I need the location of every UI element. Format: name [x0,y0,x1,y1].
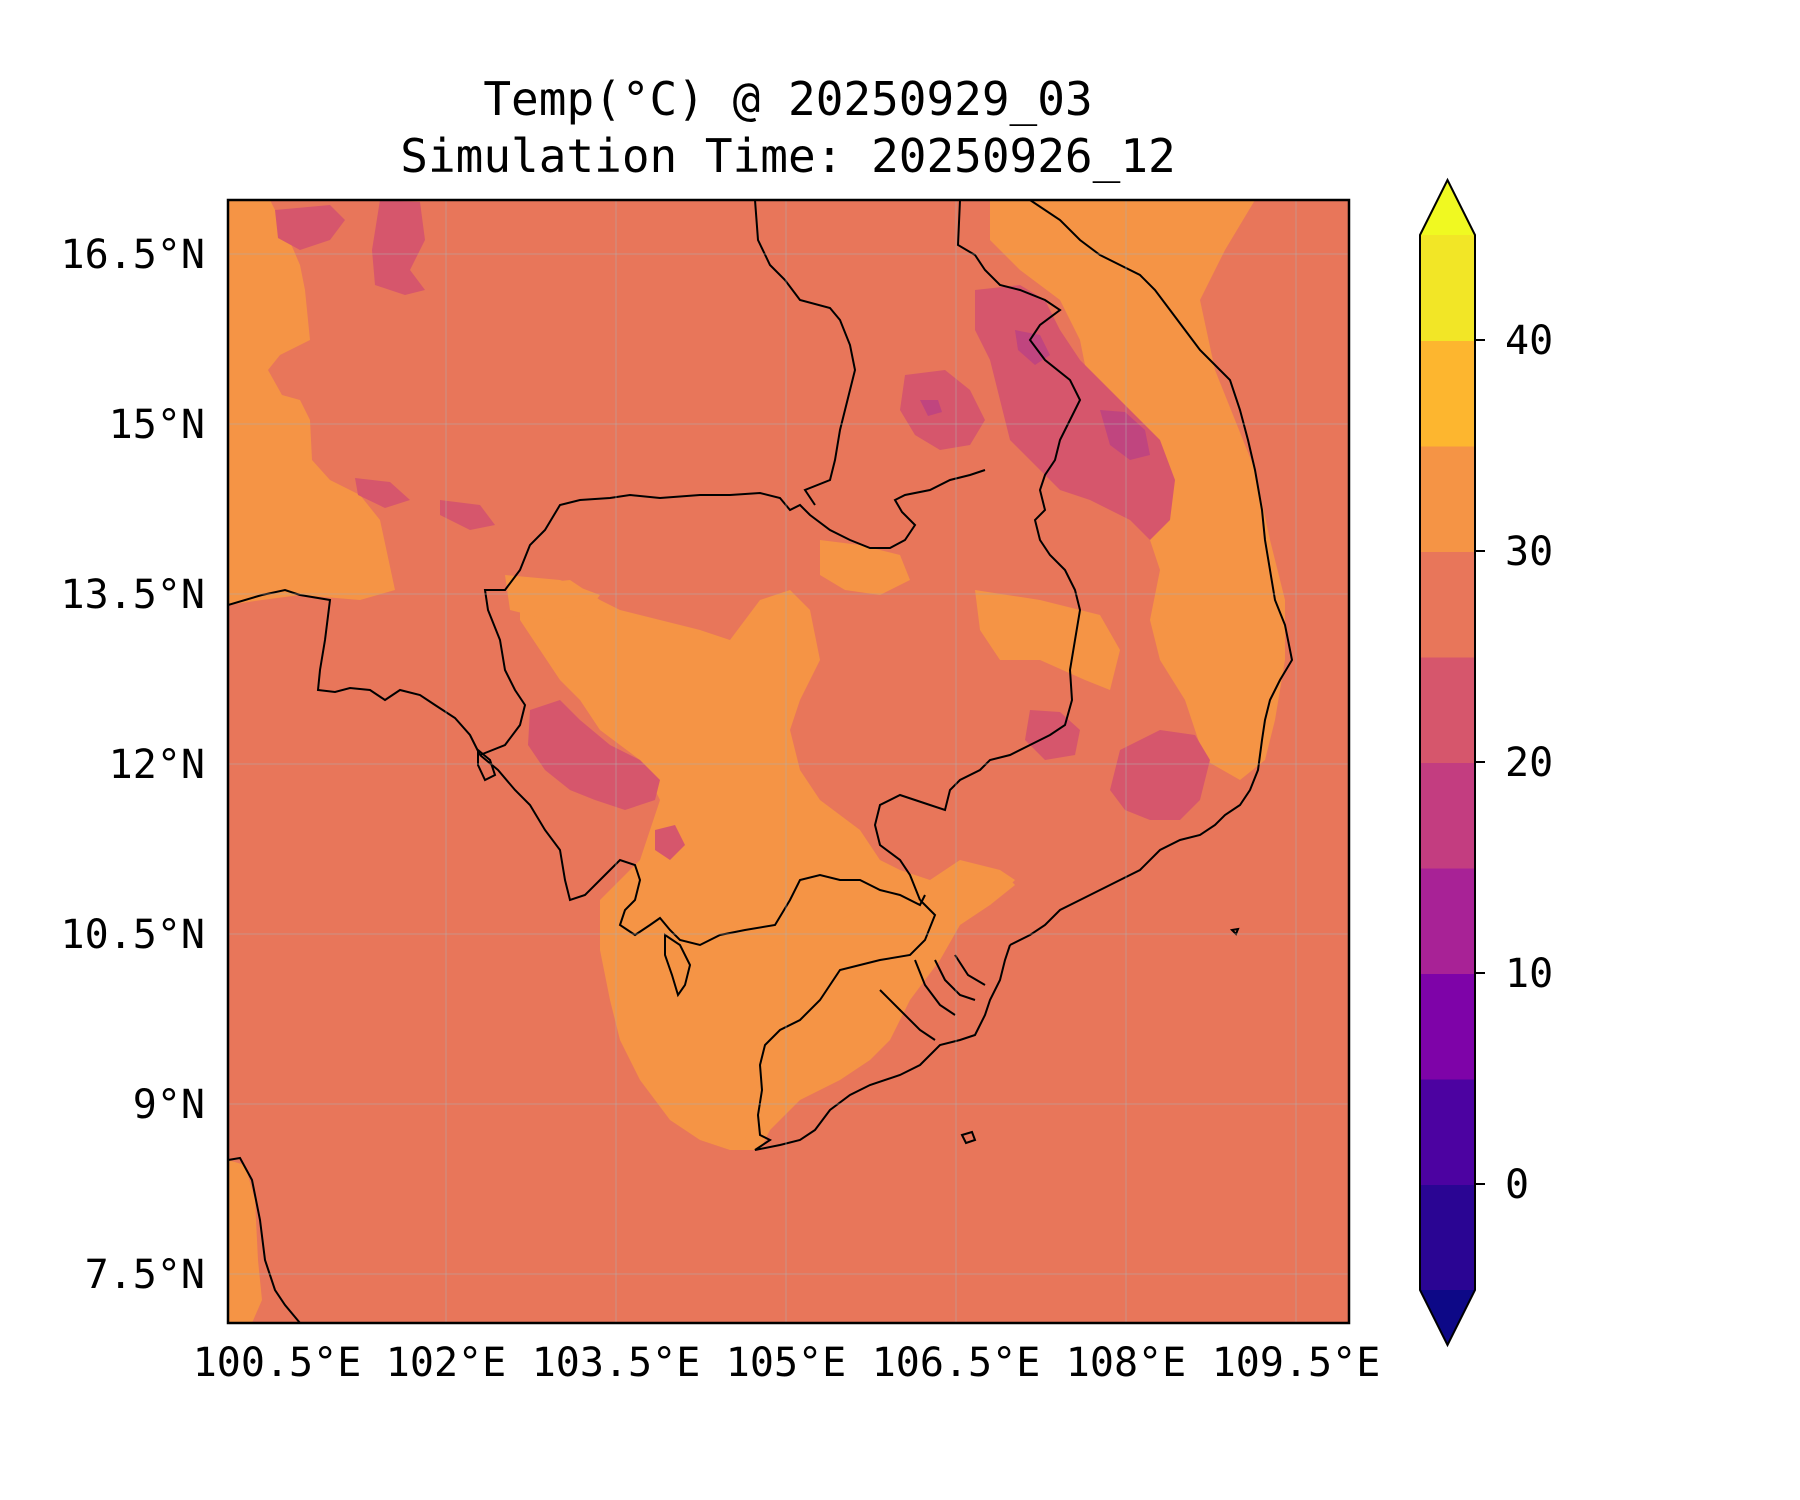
island-phu-quoc [664,933,692,998]
lat-tick-label: 10.5°N [61,912,206,958]
colorbar-segment [1420,973,1475,1080]
colorbar [1419,177,1476,1348]
warm-region-patch-3 [1160,560,1215,650]
cool-region-small [655,825,685,860]
lon-tick-label: 108°E [1066,1340,1186,1386]
island-small-east [1229,927,1240,936]
colorbar-tick-label: 0 [1505,1162,1529,1208]
cooler-region-3 [920,400,942,416]
warm-region-mekong-delta [745,870,1015,1150]
colorbar-segment [1420,868,1475,974]
lat-tick-labels: 16.5°N 15°N 13.5°N 12°N 10.5°N 9°N 7.5°N [61,232,206,1298]
colorbar-tick-label: 10 [1505,951,1553,997]
colorbar-segment [1420,762,1475,869]
island-con-son [960,1130,977,1145]
cool-region-north-2 [440,500,495,530]
delta-river-3 [934,959,976,1001]
colorbar-tick-label: 30 [1505,529,1553,575]
warm-region-central-cambodia [520,580,1015,1150]
title-line-1: Temp(°C) @ 20250929_03 [483,72,1092,126]
delta-river-1 [879,989,936,1041]
lat-tick-label: 7.5°N [85,1252,205,1298]
coast-vietnam [1009,200,1294,946]
lon-tick-label: 103.5°E [532,1340,701,1386]
cool-region-north [355,478,410,508]
lon-tick-label: 105°E [726,1340,846,1386]
cool-region-lao-blob [900,370,985,450]
cooler-region-1 [1100,410,1150,460]
warm-region-patch-1 [505,575,600,620]
warm-region-patch-2 [820,540,910,595]
title-line-2: Simulation Time: 20250926_12 [400,129,1175,183]
cool-region-nw-1 [275,205,345,250]
colorbar-tick-label: 40 [1505,318,1553,364]
cool-region-east-2 [1110,730,1210,820]
gridlines [228,200,1349,1323]
lat-tick-label: 9°N [133,1082,205,1128]
map-frame [226,198,1351,1325]
colorbar-segment [1420,1079,1475,1185]
lon-tick-label: 109.5°E [1212,1340,1381,1386]
border-cambodia-west [479,469,986,756]
colorbar-segment [1420,340,1475,447]
colorbar-outline [1419,177,1476,1348]
lat-tick-label: 13.5°N [61,572,206,618]
delta-river-2 [914,959,956,1016]
border-vietnam-laos [873,200,1082,901]
colorbar-tick-labels: 40 30 20 10 0 [1475,318,1553,1208]
border-laos-cambodia [754,200,857,506]
lat-tick-label: 15°N [109,402,205,448]
coast-gulf-east [479,754,926,947]
warm-region-east-plateau [975,590,1120,690]
warm-region-thailand-west [228,200,395,605]
colorbar-extend-max [1420,180,1475,235]
cool-region-nw-2 [372,200,425,295]
cool-region-south-cambodia [528,700,660,810]
colorbar-tick-label: 20 [1505,740,1553,786]
lon-tick-label: 100.5°E [193,1340,362,1386]
colorbar-segment [1420,446,1475,552]
coastlines-borders [228,200,1294,1323]
border-thailand-cambodia [228,588,481,756]
lon-tick-labels: 100.5°E 102°E 103.5°E 105°E 106.5°E 108°… [193,1340,1381,1386]
coast-mekong-delta [754,899,1011,1151]
lat-tick-label: 12°N [109,742,205,788]
colorbar-segment [1420,1184,1475,1291]
lon-tick-label: 106.5°E [872,1340,1041,1386]
lon-tick-label: 102°E [386,1340,506,1386]
warm-region-malay-coast [228,1160,262,1323]
colorbar-segment [1420,551,1475,658]
colorbar-segment [1420,657,1475,763]
colorbar-extend-min [1420,1290,1475,1345]
map-panel [228,200,1349,1323]
delta-river-4 [954,954,986,986]
coast-malay [228,1156,301,1323]
colorbar-segment [1420,235,1475,341]
gulf-islands [477,747,497,782]
lat-tick-label: 16.5°N [61,232,206,278]
